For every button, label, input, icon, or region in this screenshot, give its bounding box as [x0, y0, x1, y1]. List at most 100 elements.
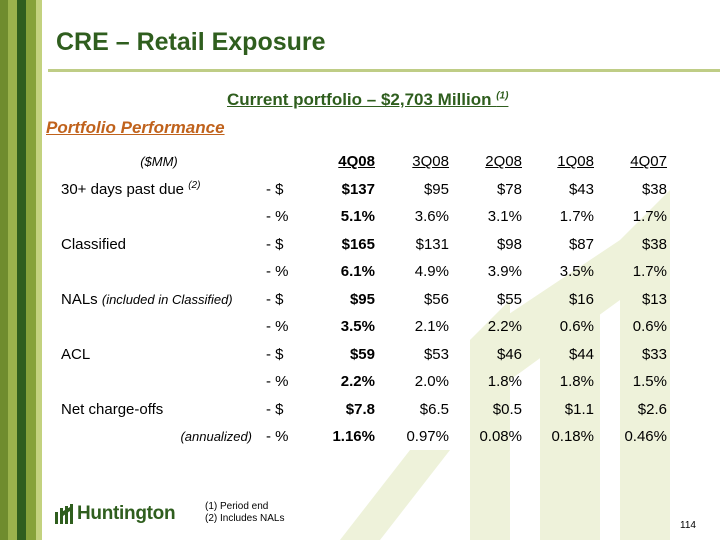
huntington-logo: Huntington	[55, 503, 176, 525]
table-cell: $87	[568, 235, 594, 253]
footnote-item: (2) Includes NALs	[205, 513, 285, 524]
table-cell: 1.7%	[632, 208, 667, 226]
row-unit: - $	[266, 400, 284, 418]
logo-wordmark: Huntington	[77, 503, 176, 524]
table-cell: 1.8%	[487, 373, 522, 391]
row-label	[52, 368, 266, 396]
table-row: - % 3.5% 2.1% 2.2% 0.6% 0.6%	[52, 313, 667, 341]
table-cell: 2.2%	[487, 318, 522, 336]
footnote-item: (1) Period end	[205, 501, 269, 512]
subtitle-footnote-ref: (1)	[496, 90, 509, 102]
table-cell: $0.5	[492, 400, 522, 418]
table-cell: 0.08%	[479, 428, 522, 446]
page-number: 114	[680, 520, 696, 531]
row-label: (annualized)	[180, 429, 252, 445]
table-cell: $7.8	[345, 400, 375, 418]
table-cell: $43	[568, 180, 594, 198]
table-cell: $16	[568, 290, 594, 308]
row-label: NALs (included in Classified)	[52, 286, 266, 314]
table-header-row: ($MM) 4Q08 3Q08 2Q08 1Q08 4Q07	[52, 148, 667, 176]
row-label-note: (included in Classified)	[101, 291, 233, 307]
table-row: - % 5.1% 3.6% 3.1% 1.7% 1.7%	[52, 203, 667, 231]
table-cell: $13	[641, 290, 667, 308]
row-unit: - $	[266, 290, 284, 308]
table-cell: $165	[341, 235, 375, 253]
row-unit: - %	[266, 263, 289, 281]
row-label: 30+ days past due (2)	[52, 176, 266, 204]
table-row: Net charge-offs - $ $7.8 $6.5 $0.5 $1.1 …	[52, 396, 667, 424]
row-label: Classified	[61, 235, 127, 253]
row-unit: - $	[266, 235, 284, 253]
table-cell: 4.9%	[414, 263, 449, 281]
portfolio-subtitle: Current portfolio – $2,703 Million (1)	[227, 90, 508, 110]
table-cell: 1.16%	[332, 428, 375, 446]
table-cell: 3.5%	[559, 263, 594, 281]
table-cell: 6.1%	[340, 263, 375, 281]
table-cell: 1.7%	[559, 208, 594, 226]
table-cell: 0.6%	[559, 318, 594, 336]
table-cell: $1.1	[564, 400, 594, 418]
table-cell: $55	[496, 290, 522, 308]
left-stripe-band	[0, 0, 42, 540]
table-row: - % 2.2% 2.0% 1.8% 1.8% 1.5%	[52, 368, 667, 396]
portfolio-performance-table: ($MM) 4Q08 3Q08 2Q08 1Q08 4Q07 30+ days …	[52, 148, 667, 451]
row-unit: - %	[266, 318, 289, 336]
section-heading: Portfolio Performance	[46, 118, 225, 137]
table-row: 30+ days past due (2) - $ $137 $95 $78 $…	[52, 176, 667, 204]
table-cell: 2.2%	[340, 373, 375, 391]
logo-watermark	[340, 190, 670, 540]
units-label: ($MM)	[140, 154, 178, 170]
table-row: (annualized) - % 1.16% 0.97% 0.08% 0.18%…	[52, 423, 667, 451]
row-label: Net charge-offs	[61, 400, 164, 418]
row-unit: - $	[266, 180, 284, 198]
table-cell: $95	[423, 180, 449, 198]
table-row: - % 6.1% 4.9% 3.9% 3.5% 1.7%	[52, 258, 667, 286]
row-footnote-ref: (2)	[188, 180, 201, 192]
table-row: Classified - $ $165 $131 $98 $87 $38	[52, 231, 667, 259]
table-cell: 2.0%	[414, 373, 449, 391]
row-unit: - %	[266, 208, 289, 226]
table-cell: 1.5%	[632, 373, 667, 391]
table-cell: $44	[568, 345, 594, 363]
table-cell: $95	[349, 290, 375, 308]
row-label-text: 30+ days past due	[61, 181, 189, 199]
table-cell: 0.18%	[551, 428, 594, 446]
table-cell: 0.46%	[624, 428, 667, 446]
table-cell: $33	[641, 345, 667, 363]
row-label: ACL	[61, 345, 91, 363]
table-cell: $2.6	[637, 400, 667, 418]
table-row: NALs (included in Classified) - $ $95 $5…	[52, 286, 667, 314]
column-header: 3Q08	[412, 153, 449, 171]
huntington-logo-icon	[55, 504, 73, 524]
table-cell: 3.5%	[340, 318, 375, 336]
table-cell: $38	[641, 180, 667, 198]
column-header: 4Q07	[630, 153, 667, 171]
table-cell: 3.9%	[487, 263, 522, 281]
table-cell: 5.1%	[340, 208, 375, 226]
footnotes: (1) Period end (2) Includes NALs	[205, 501, 284, 525]
table-cell: $6.5	[419, 400, 449, 418]
portfolio-subtitle-text: Current portfolio – $2,703 Million	[227, 90, 497, 109]
column-header: 1Q08	[557, 153, 594, 171]
table-cell: $46	[496, 345, 522, 363]
row-unit: - $	[266, 345, 284, 363]
table-cell: 0.6%	[632, 318, 667, 336]
table-cell: $137	[341, 180, 375, 198]
table-cell: $38	[641, 235, 667, 253]
table-cell: $53	[423, 345, 449, 363]
table-cell: 3.1%	[487, 208, 522, 226]
table-cell: $56	[423, 290, 449, 308]
table-cell: 1.7%	[632, 263, 667, 281]
row-label	[52, 313, 266, 341]
table-cell: $131	[415, 235, 449, 253]
column-header: 4Q08	[338, 153, 375, 171]
row-label	[52, 203, 266, 231]
unit-header-spacer	[266, 148, 321, 176]
row-unit: - %	[266, 373, 289, 391]
table-row: ACL - $ $59 $53 $46 $44 $33	[52, 341, 667, 369]
table-cell: 3.6%	[414, 208, 449, 226]
title-divider	[48, 69, 720, 72]
row-label	[52, 258, 266, 286]
table-cell: 1.8%	[559, 373, 594, 391]
row-label-text: NALs	[61, 290, 102, 308]
